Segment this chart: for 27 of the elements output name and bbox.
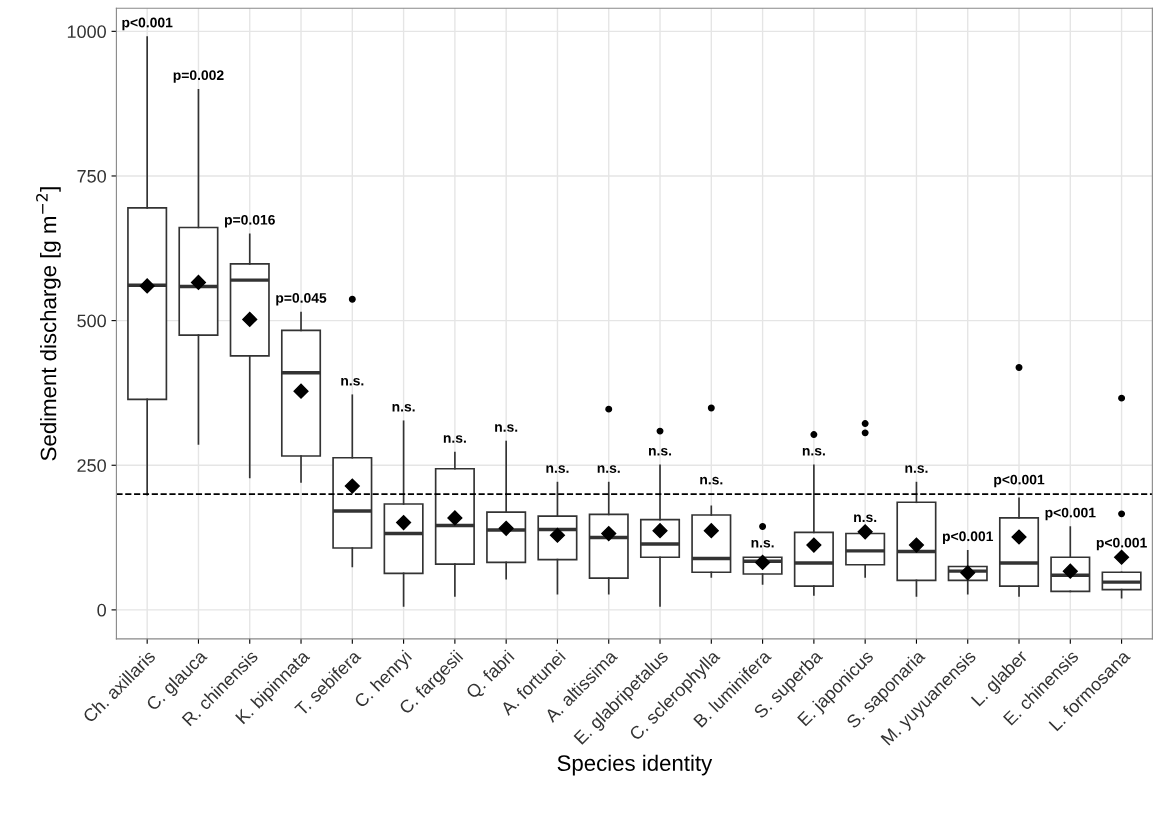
annotation: n.s.	[495, 424, 518, 432]
y-tick-label: 500	[77, 314, 106, 328]
annotation: n.s.	[854, 514, 877, 523]
y-tick-label: 750	[77, 169, 106, 183]
annotation: p<0.001	[942, 531, 994, 544]
annotation: n.s.	[648, 447, 672, 456]
annotation: p<0.001	[994, 474, 1045, 488]
y-tick-label: 0	[97, 603, 106, 617]
annotation: n.s.	[443, 435, 466, 443]
y-axis-title: Sediment discharge [g m$^{−2}$]	[36, 187, 61, 461]
annotation: p=0.045	[276, 292, 327, 306]
annotation: n.s.	[905, 465, 928, 473]
y-tick-label: 1000	[67, 25, 106, 39]
annotation: n.s.	[597, 465, 620, 473]
annotation: n.s.	[700, 476, 723, 485]
annotation: p<0.001	[122, 17, 173, 31]
annotation: p=0.016	[224, 214, 275, 228]
x-axis-title: Species identity	[557, 754, 713, 776]
annotation: n.s.	[392, 403, 415, 412]
annotation: n.s.	[546, 465, 569, 473]
annotation: n.s.	[341, 377, 364, 386]
annotation: p<0.001	[1045, 507, 1096, 521]
annotation: n.s.	[802, 447, 825, 456]
annotation: p<0.001	[1096, 537, 1147, 551]
annotation: p=0.002	[173, 70, 224, 83]
annotation: n.s.	[751, 539, 774, 548]
y-tick-label: 250	[77, 459, 106, 472]
